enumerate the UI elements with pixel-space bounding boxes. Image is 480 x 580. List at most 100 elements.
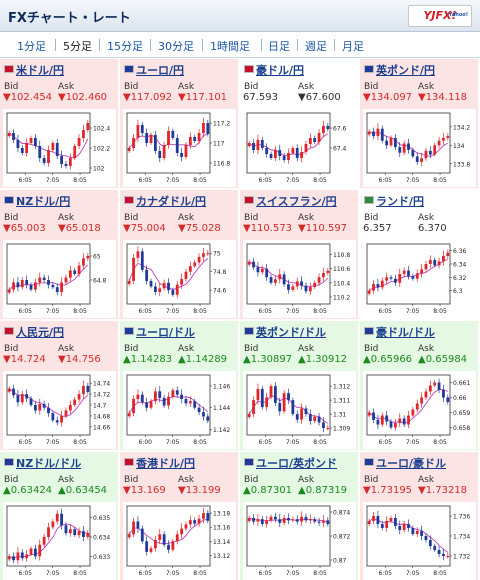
pair-link[interactable]: ランド/円 bbox=[364, 193, 424, 209]
candlestick-chart[interactable]: 67.6 67.4 6:05 7:05 8:05 bbox=[243, 109, 356, 187]
candle-body bbox=[317, 277, 321, 283]
pair-link[interactable]: ユーロ/英ポンド bbox=[244, 455, 337, 471]
tab-5min[interactable]: 5分足 bbox=[63, 40, 92, 53]
candle-body bbox=[291, 286, 295, 290]
pair-link[interactable]: 香港ドル/円 bbox=[124, 455, 195, 471]
x-tick-label: 7:05 bbox=[406, 308, 420, 315]
candlestick-chart[interactable]: 14.74 14.72 14.7 14.68 14.66 6:05 7:05 8:05 bbox=[3, 371, 116, 449]
candle-body bbox=[424, 536, 428, 540]
candle-body bbox=[38, 403, 42, 411]
bid-value: ▼1.73195 bbox=[363, 485, 413, 496]
candle-body bbox=[86, 256, 90, 259]
candlestick-chart[interactable]: 102.4 102.2 102 6:05 7:05 8:05 bbox=[3, 109, 116, 187]
candle-body bbox=[389, 518, 393, 521]
candlestick-chart[interactable]: 0.874 0.872 0.87 6:05 7:05 8:05 bbox=[243, 502, 356, 580]
tab-1min[interactable]: 1分足 bbox=[17, 40, 46, 53]
candle-body bbox=[51, 413, 55, 421]
pair-link[interactable]: 英ポンド/円 bbox=[364, 62, 435, 78]
yjfx-logo[interactable]: YJFX! Yahoo! bbox=[408, 5, 472, 27]
candle-body bbox=[269, 516, 273, 521]
candle-body bbox=[29, 398, 33, 405]
candle-body bbox=[153, 286, 157, 292]
flag-icon bbox=[124, 327, 134, 335]
candlestick-chart[interactable]: 13.18 13.16 13.14 13.12 6:05 7:05 8:05 bbox=[123, 502, 236, 580]
y-tick-label: 134.2 bbox=[453, 124, 470, 131]
pair-link[interactable]: NZドル/ドル bbox=[4, 455, 81, 471]
rate-cell: 英ポンド/ドル Bid Ask ▲1.30897 ▲1.30912 1.312 1.311 1… bbox=[240, 321, 359, 451]
candle-body bbox=[82, 258, 85, 266]
candlestick-chart[interactable]: 0.661 0.66 0.659 0.658 6:05 7:05 8:05 bbox=[363, 371, 476, 449]
candle-body bbox=[415, 531, 419, 534]
candlestick-chart[interactable]: 0.635 0.634 0.633 6:05 7:05 8:05 bbox=[3, 502, 116, 580]
pair-link[interactable]: 人民元/円 bbox=[4, 324, 64, 340]
pair-name: ユーロ/豪ドル bbox=[376, 457, 447, 470]
candle-body bbox=[247, 261, 251, 265]
candlestick-chart[interactable]: 6.36 6.34 6.32 6.3 6:05 7:05 8:05 bbox=[363, 240, 476, 318]
candle-body bbox=[446, 397, 450, 402]
pair-link[interactable]: 米ドル/円 bbox=[4, 62, 64, 78]
candle-body bbox=[380, 128, 384, 141]
tab-separator bbox=[261, 39, 262, 51]
candle-body bbox=[278, 150, 282, 156]
candle-body bbox=[411, 276, 415, 279]
candle-body bbox=[38, 544, 42, 557]
pair-link[interactable]: ユーロ/豪ドル bbox=[364, 455, 446, 471]
candlestick-chart[interactable]: 1.146 1.144 1.142 6:00 7:05 8:05 bbox=[123, 371, 236, 449]
candle-body bbox=[437, 382, 441, 390]
tab-daily[interactable]: 日足 bbox=[268, 40, 290, 53]
bid-value: 67.593 bbox=[243, 92, 278, 103]
candle-body bbox=[282, 518, 286, 523]
pair-link[interactable]: スイスフラン/円 bbox=[244, 193, 337, 209]
candle-body bbox=[420, 531, 424, 536]
candle-body bbox=[180, 528, 184, 535]
x-tick-label: 7:05 bbox=[406, 570, 420, 577]
rate-cell: カナダドル/円 Bid Ask ▼75.004 ▼75.028 75 74.8 74.6 6:0… bbox=[120, 190, 239, 320]
candle-body bbox=[20, 552, 24, 559]
candle-body bbox=[308, 287, 312, 292]
pair-link[interactable]: ユーロ/円 bbox=[124, 62, 184, 78]
candle-body bbox=[273, 279, 277, 283]
candlestick-chart[interactable]: 110.8 110.6 110.4 110.2 6:05 7:05 8:05 bbox=[243, 240, 356, 318]
pair-name: カナダドル/円 bbox=[136, 195, 207, 208]
pair-link[interactable]: NZドル/円 bbox=[4, 193, 70, 209]
tab-monthly[interactable]: 月足 bbox=[342, 40, 364, 53]
candle-body bbox=[188, 266, 192, 272]
candle-body bbox=[260, 140, 264, 148]
pair-link[interactable]: 豪ドル/ドル bbox=[364, 324, 435, 340]
candle-body bbox=[162, 145, 166, 158]
candlestick-chart[interactable]: 1.312 1.311 1.31 1.309 6:05 7:05 8:05 bbox=[243, 371, 356, 449]
candle-body bbox=[60, 282, 64, 292]
candlestick-chart[interactable]: 65 64.8 6:05 7:05 8:05 bbox=[3, 240, 116, 318]
tab-30min[interactable]: 30分足 bbox=[158, 40, 194, 53]
candle-body bbox=[287, 284, 290, 290]
candle-body bbox=[73, 529, 77, 536]
candle-body bbox=[33, 138, 37, 146]
candle-body bbox=[68, 270, 72, 278]
candle-body bbox=[393, 518, 397, 526]
ask-value: ▼65.018 bbox=[58, 223, 101, 234]
bid-value: ▼75.004 bbox=[123, 223, 166, 234]
tab-weekly[interactable]: 週足 bbox=[305, 40, 327, 53]
candle-body bbox=[33, 282, 37, 290]
candlestick-chart[interactable]: 1.736 1.734 1.732 6:05 7:05 8:05 bbox=[363, 502, 476, 580]
ask-label: Ask bbox=[298, 475, 315, 485]
candle-body bbox=[326, 126, 330, 129]
candle-body bbox=[12, 556, 15, 561]
y-tick-label: 1.31 bbox=[333, 412, 347, 419]
candle-body bbox=[317, 133, 321, 142]
rate-cell: ユーロ/円 Bid Ask ▼117.092 ▼117.101 117.2 117 116.8… bbox=[120, 59, 239, 189]
candlestick-chart[interactable]: 75 74.8 74.6 6:05 7:05 8:05 bbox=[123, 240, 236, 318]
candle-body bbox=[42, 403, 46, 408]
pair-link[interactable]: ユーロ/ドル bbox=[124, 324, 195, 340]
candle-body bbox=[313, 282, 317, 288]
candlestick-chart[interactable]: 134.2 134 133.8 6:05 7:05 8:05 bbox=[363, 109, 476, 187]
tab-15min[interactable]: 15分足 bbox=[107, 40, 143, 53]
tab-1hour[interactable]: 1時間足 bbox=[210, 40, 250, 53]
pair-link[interactable]: 豪ドル/円 bbox=[244, 62, 304, 78]
candle-body bbox=[153, 539, 157, 549]
pair-link[interactable]: カナダドル/円 bbox=[124, 193, 206, 209]
x-tick-label: 6:05 bbox=[259, 308, 273, 315]
candlestick-chart[interactable]: 117.2 117 116.8 6:05 7:05 8:05 bbox=[123, 109, 236, 187]
pair-link[interactable]: 英ポンド/ドル bbox=[244, 324, 326, 340]
y-tick-label: 0.659 bbox=[453, 410, 470, 417]
